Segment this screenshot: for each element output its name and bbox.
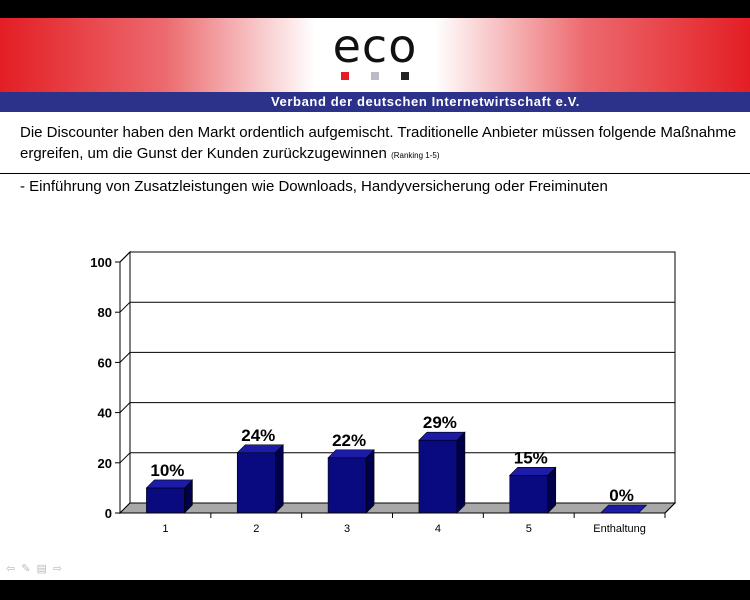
logo-square-black [401, 72, 409, 80]
tagline-bar: Verband der deutschen Internetwirtschaft… [0, 92, 750, 112]
ranking-note: (Ranking 1-5) [391, 151, 440, 160]
bar-top [236, 444, 284, 454]
x-tick-label: 5 [526, 523, 532, 535]
bottom-black-bar [0, 580, 750, 600]
bar-front [509, 475, 549, 514]
y-tick-label: 0 [105, 506, 112, 521]
gridline-side [119, 352, 131, 363]
bar-front [418, 439, 458, 514]
eco-logo: eco [332, 19, 418, 73]
data-label: 15% [514, 448, 548, 467]
data-label: 22% [332, 431, 366, 450]
chart-bar-5 [509, 466, 557, 514]
y-tick-label: 80 [98, 305, 112, 320]
y-tick-label: 20 [98, 456, 112, 471]
bar-side [365, 449, 375, 514]
logo-square-red [341, 72, 349, 80]
header-banner: eco [0, 18, 750, 92]
plot-floor [118, 502, 677, 514]
bar-top [327, 449, 375, 459]
chart-bar-3 [327, 449, 375, 514]
gridline-side [119, 301, 131, 313]
gridline-side [119, 251, 131, 263]
x-tick-label: Enthaltung [593, 523, 646, 535]
plot-left-wall [119, 250, 131, 515]
slide-nav-icons: ⇦ ✎ ▤ ⇨ [6, 563, 62, 575]
bar-top [145, 479, 194, 489]
data-label: 24% [241, 426, 275, 445]
top-black-bar [0, 0, 750, 18]
chart-bar-2 [236, 444, 284, 514]
chart-bar-4 [418, 431, 466, 514]
x-tick-label: 4 [435, 523, 441, 535]
gridline-side [119, 452, 131, 464]
bar-side [274, 444, 284, 514]
bar-top [509, 467, 557, 476]
pen-icon[interactable]: ✎ [21, 563, 31, 575]
menu-icon[interactable]: ▤ [36, 563, 47, 575]
chart-subtitle: - Einführung von Zusatzleistungen wie Do… [20, 178, 608, 195]
x-tick-label: 3 [344, 523, 350, 535]
question-body: Die Discounter haben den Markt ordentlic… [20, 124, 737, 162]
data-label: 0% [609, 486, 634, 505]
plot-back-wall [129, 251, 676, 504]
back-arrow-icon[interactable]: ⇦ [6, 563, 16, 575]
y-tick-label: 100 [90, 255, 112, 270]
floor-right-edge [664, 502, 676, 514]
chart-bar-1 [145, 479, 194, 514]
divider-line [0, 173, 750, 174]
bar-side [456, 431, 466, 514]
bar-top [418, 431, 466, 441]
y-tick-label: 40 [98, 406, 112, 421]
forward-arrow-icon[interactable]: ⇨ [52, 563, 63, 575]
data-label: 10% [150, 461, 184, 480]
bar-top [599, 504, 648, 514]
data-label: 29% [423, 413, 457, 432]
logo-square-grey [371, 72, 379, 80]
question-text: Die Discounter haben den Markt ordentlic… [20, 122, 740, 166]
bar-front [236, 452, 276, 514]
x-tick-label: 1 [162, 523, 168, 535]
bar-front [146, 487, 185, 514]
chart-bar-Enthaltung [599, 504, 648, 514]
tagline: Verband der deutschen Internetwirtschaft… [271, 94, 580, 109]
gridline-side [119, 402, 131, 413]
x-tick-label: 2 [253, 523, 259, 535]
y-tick-label: 60 [98, 355, 112, 370]
bar-front [327, 457, 367, 514]
